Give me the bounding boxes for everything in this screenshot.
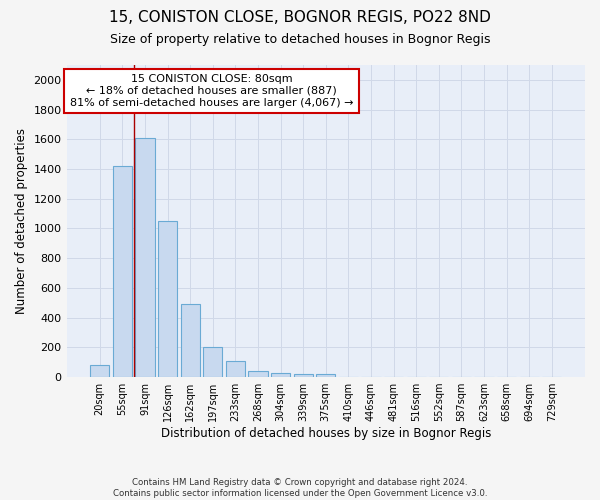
Bar <box>271 373 290 377</box>
Text: Contains HM Land Registry data © Crown copyright and database right 2024.
Contai: Contains HM Land Registry data © Crown c… <box>113 478 487 498</box>
Text: 15, CONISTON CLOSE, BOGNOR REGIS, PO22 8ND: 15, CONISTON CLOSE, BOGNOR REGIS, PO22 8… <box>109 10 491 25</box>
Bar <box>136 138 155 377</box>
Bar <box>316 374 335 377</box>
Bar <box>113 166 132 377</box>
X-axis label: Distribution of detached houses by size in Bognor Regis: Distribution of detached houses by size … <box>161 427 491 440</box>
Bar <box>248 371 268 377</box>
Bar <box>293 374 313 377</box>
Y-axis label: Number of detached properties: Number of detached properties <box>15 128 28 314</box>
Bar <box>158 221 177 377</box>
Bar <box>203 346 223 377</box>
Bar <box>181 304 200 377</box>
Text: Size of property relative to detached houses in Bognor Regis: Size of property relative to detached ho… <box>110 32 490 46</box>
Bar <box>90 365 109 377</box>
Text: 15 CONISTON CLOSE: 80sqm
← 18% of detached houses are smaller (887)
81% of semi-: 15 CONISTON CLOSE: 80sqm ← 18% of detach… <box>70 74 353 108</box>
Bar <box>226 362 245 377</box>
